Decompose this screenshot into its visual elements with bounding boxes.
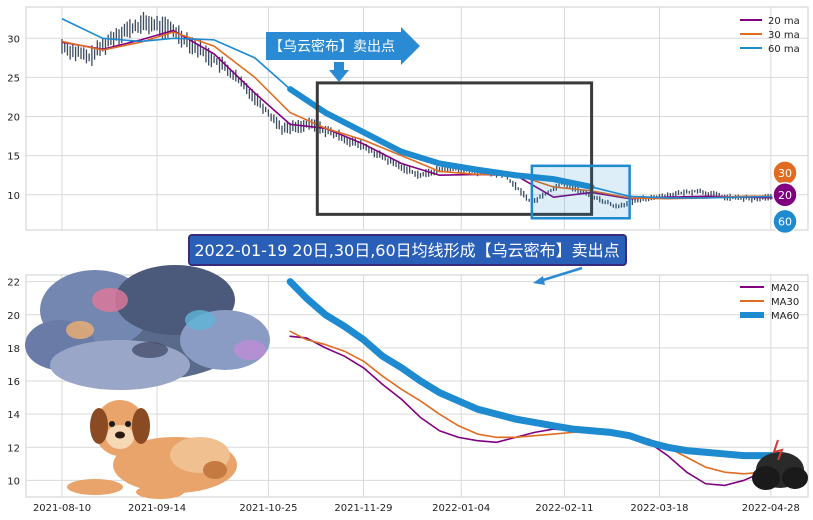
bottom-y-ticks: 10 12 14 16 18 20 22 xyxy=(7,278,20,488)
bottom-line-MA20 xyxy=(289,335,783,487)
badge-circle xyxy=(772,208,798,235)
badge-label: 30 xyxy=(778,167,792,180)
top-annotation-text: 【乌云密布】卖出点 xyxy=(269,38,395,55)
bottom-y-tick-label: 10 xyxy=(7,476,20,487)
top-legend: 20 ma 30 ma 60 ma xyxy=(740,16,800,55)
top-annotation: 【乌云密布】卖出点 xyxy=(266,27,420,82)
bottom-legend-label: MA30 xyxy=(771,297,799,308)
bottom-ma-lines xyxy=(286,278,786,487)
bottom-x-ticks: 2021-08-10 2021-09-14 2021-10-25 2021-11-29… xyxy=(33,503,800,514)
top-ma60-highlight xyxy=(287,86,595,190)
bottom-x-tick-label: 2022-03-18 xyxy=(630,503,688,514)
storm-cloud-icon xyxy=(25,265,270,390)
bottom-x-tick-label: 2022-04-28 xyxy=(742,503,800,514)
top-badges: 30 20 60 xyxy=(772,160,798,235)
top-y-tick-label: 10 xyxy=(7,191,20,202)
bottom-y-tick-label: 18 xyxy=(7,344,20,355)
badge-circle xyxy=(772,182,798,208)
bottom-legend-label: MA20 xyxy=(771,283,799,294)
top-y-ticks: 10 15 20 25 30 xyxy=(7,34,20,201)
bottom-legend-label: MA60 xyxy=(771,311,799,322)
top-y-tick-label: 25 xyxy=(7,73,20,84)
bottom-x-tick-label: 2021-10-25 xyxy=(239,503,297,514)
bottom-annotation: 2022-01-19 20日,30日,60日均线形成【乌云密布】卖出点 xyxy=(188,234,627,285)
bottom-y-tick-label: 22 xyxy=(7,278,20,289)
small-dark-cloud-icon xyxy=(752,439,808,490)
bottom-x-tick-label: 2021-08-10 xyxy=(33,503,91,514)
bottom-line-MA30 xyxy=(289,330,783,475)
bottom-annotation-text: 2022-01-19 20日,30日,60日均线形成【乌云密布】卖出点 xyxy=(194,241,619,260)
bottom-legend: MA20 MA30 MA60 xyxy=(740,283,799,322)
bottom-x-tick-label: 2021-09-14 xyxy=(128,503,186,514)
bottom-line-MA60 xyxy=(286,278,786,460)
top-legend-label: 30 ma xyxy=(768,30,800,41)
top-ma-lines xyxy=(61,18,782,200)
bottom-x-tick-label: 2022-02-11 xyxy=(535,503,593,514)
bottom-y-tick-label: 12 xyxy=(7,443,20,454)
top-legend-label: 60 ma xyxy=(768,44,800,55)
top-y-tick-label: 20 xyxy=(7,113,20,124)
bottom-y-tick-label: 14 xyxy=(7,410,20,421)
top-line-30-ma xyxy=(61,31,782,200)
bottom-y-tick-label: 16 xyxy=(7,377,20,388)
dog-icon xyxy=(67,400,237,499)
bottom-x-tick-label: 2022-01-04 xyxy=(432,503,490,514)
badge-label: 20 xyxy=(778,189,792,202)
bottom-y-tick-label: 20 xyxy=(7,311,20,322)
focus-box xyxy=(530,164,631,220)
top-callout-boxes xyxy=(315,81,631,220)
top-y-tick-label: 30 xyxy=(7,34,20,45)
bottom-x-tick-label: 2021-11-29 xyxy=(334,503,392,514)
badge-label: 60 xyxy=(778,215,792,228)
callout-box xyxy=(315,81,594,216)
top-y-tick-label: 15 xyxy=(7,152,20,163)
top-legend-label: 20 ma xyxy=(768,16,800,27)
